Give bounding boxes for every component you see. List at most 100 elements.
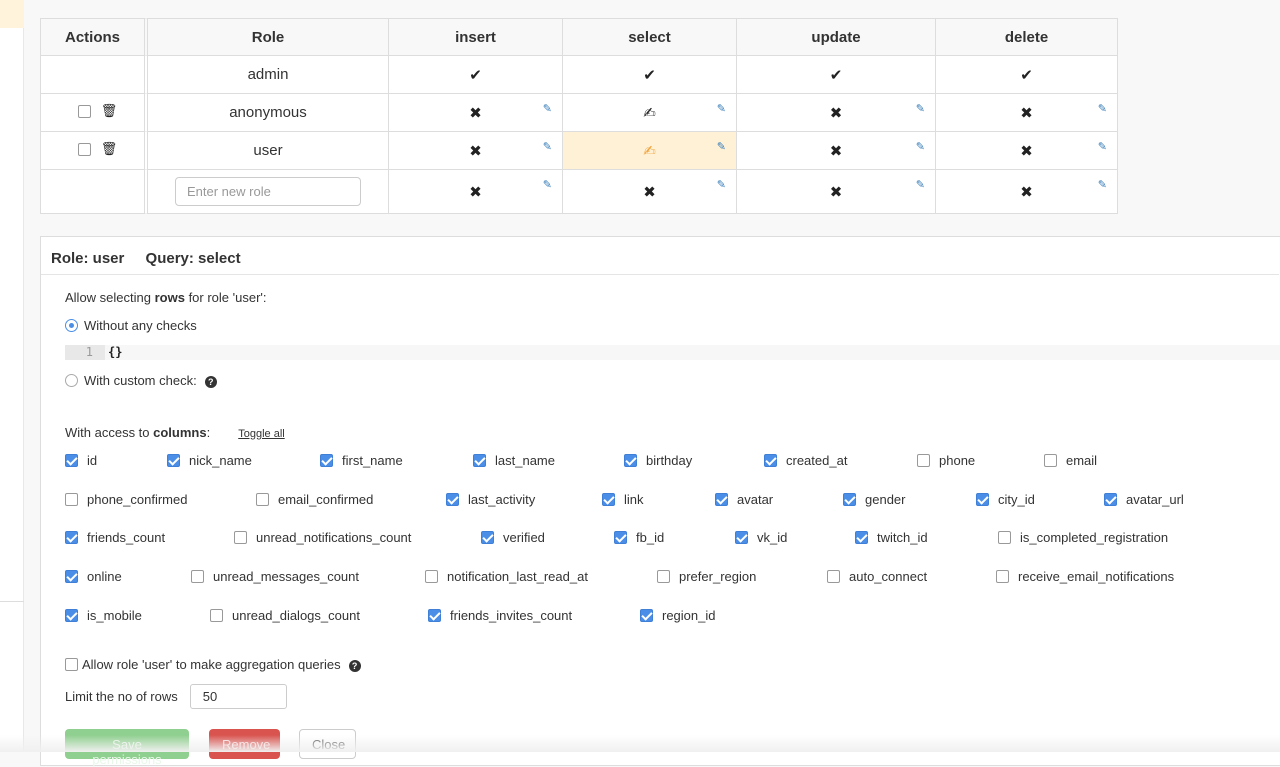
column-option[interactable]: receive_email_notifications	[996, 569, 1174, 584]
column-checkbox[interactable]	[256, 493, 269, 506]
column-checkbox[interactable]	[428, 609, 441, 622]
permission-cell-delete[interactable]: ✖ ✎	[936, 132, 1118, 170]
column-checkbox[interactable]	[735, 531, 748, 544]
row-select-checkbox[interactable]	[77, 104, 91, 118]
permission-cell-select[interactable]: ✖ ✎	[563, 170, 737, 214]
column-option[interactable]: friends_invites_count	[428, 608, 572, 623]
column-option[interactable]: friends_count	[65, 530, 165, 545]
pencil-icon[interactable]: ✎	[542, 103, 552, 115]
permission-cell-update[interactable]: ✖ ✎	[737, 94, 936, 132]
column-checkbox[interactable]	[481, 531, 494, 544]
column-option[interactable]: auto_connect	[827, 569, 927, 584]
permission-cell-select-active[interactable]: ✍ ✎	[563, 132, 737, 170]
radio-custom-check[interactable]	[65, 374, 78, 387]
column-option[interactable]: unread_dialogs_count	[210, 608, 360, 623]
aggregation-option[interactable]: Allow role 'user' to make aggregation qu…	[65, 657, 361, 672]
column-checkbox[interactable]	[715, 493, 728, 506]
pencil-icon[interactable]: ✎	[915, 179, 925, 191]
row-select-checkbox[interactable]	[77, 142, 91, 156]
permission-cell-delete[interactable]: ✖ ✎	[936, 94, 1118, 132]
pencil-icon[interactable]: ✎	[1097, 103, 1107, 115]
column-option[interactable]: phone_confirmed	[65, 492, 187, 507]
column-option[interactable]: fb_id	[614, 530, 664, 545]
column-checkbox[interactable]	[998, 531, 1011, 544]
column-checkbox[interactable]	[65, 493, 78, 506]
column-option[interactable]: verified	[481, 530, 545, 545]
pencil-icon[interactable]: ✎	[915, 141, 925, 153]
column-checkbox[interactable]	[446, 493, 459, 506]
column-checkbox[interactable]	[167, 454, 180, 467]
column-checkbox[interactable]	[425, 570, 438, 583]
column-checkbox[interactable]	[191, 570, 204, 583]
column-checkbox[interactable]	[602, 493, 615, 506]
column-option[interactable]: first_name	[320, 453, 403, 468]
column-option[interactable]: phone	[917, 453, 975, 468]
aggregation-checkbox[interactable]	[65, 658, 78, 671]
column-checkbox[interactable]	[1044, 454, 1057, 467]
column-checkbox[interactable]	[65, 570, 78, 583]
column-checkbox[interactable]	[764, 454, 777, 467]
column-option[interactable]: link	[602, 492, 644, 507]
pencil-icon[interactable]: ✎	[716, 103, 726, 115]
permission-cell-select[interactable]: ✍ ✎	[563, 94, 737, 132]
pencil-icon[interactable]: ✎	[542, 179, 552, 191]
column-option[interactable]: avatar	[715, 492, 773, 507]
column-checkbox[interactable]	[234, 531, 247, 544]
column-checkbox[interactable]	[843, 493, 856, 506]
radio-without-checks[interactable]	[65, 319, 78, 332]
column-option[interactable]: avatar_url	[1104, 492, 1184, 507]
column-option[interactable]: city_id	[976, 492, 1035, 507]
column-checkbox[interactable]	[827, 570, 840, 583]
toggle-all-link[interactable]: Toggle all	[238, 428, 285, 440]
column-option[interactable]: notification_last_read_at	[425, 569, 588, 584]
pencil-icon[interactable]: ✎	[915, 103, 925, 115]
pencil-icon[interactable]: ✎	[542, 141, 552, 153]
column-option[interactable]: nick_name	[167, 453, 252, 468]
column-option[interactable]: last_name	[473, 453, 555, 468]
column-option[interactable]: email	[1044, 453, 1097, 468]
column-option[interactable]: prefer_region	[657, 569, 756, 584]
column-option[interactable]: twitch_id	[855, 530, 928, 545]
column-checkbox[interactable]	[917, 454, 930, 467]
column-option[interactable]: email_confirmed	[256, 492, 373, 507]
column-checkbox[interactable]	[1104, 493, 1117, 506]
permission-cell-delete[interactable]: ✖ ✎	[936, 170, 1118, 214]
column-checkbox[interactable]	[65, 531, 78, 544]
trash-icon[interactable]: 🗑	[100, 103, 118, 119]
trash-icon[interactable]: 🗑	[100, 141, 118, 157]
column-option[interactable]: online	[65, 569, 122, 584]
option-custom-check[interactable]: With custom check:?	[65, 373, 217, 388]
column-option[interactable]: gender	[843, 492, 905, 507]
help-icon[interactable]: ?	[204, 376, 217, 388]
permission-cell-update[interactable]: ✖ ✎	[737, 170, 936, 214]
limit-input[interactable]	[189, 684, 287, 709]
permission-cell-insert[interactable]: ✖ ✎	[389, 132, 563, 170]
column-checkbox[interactable]	[65, 454, 78, 467]
column-checkbox[interactable]	[320, 454, 333, 467]
column-option[interactable]: id	[65, 453, 97, 468]
option-without-checks[interactable]: Without any checks	[65, 318, 197, 333]
column-option[interactable]: unread_messages_count	[191, 569, 359, 584]
pencil-icon[interactable]: ✎	[1097, 179, 1107, 191]
column-checkbox[interactable]	[657, 570, 670, 583]
pencil-icon[interactable]: ✎	[1097, 141, 1107, 153]
column-option[interactable]: created_at	[764, 453, 847, 468]
code-text[interactable]: {}	[108, 345, 123, 359]
permission-cell-update[interactable]: ✖ ✎	[737, 132, 936, 170]
column-checkbox[interactable]	[624, 454, 637, 467]
new-role-input[interactable]	[175, 177, 361, 206]
column-checkbox[interactable]	[614, 531, 627, 544]
help-icon[interactable]: ?	[348, 660, 361, 672]
column-option[interactable]: unread_notifications_count	[234, 530, 411, 545]
column-checkbox[interactable]	[855, 531, 868, 544]
column-checkbox[interactable]	[65, 609, 78, 622]
column-option[interactable]: region_id	[640, 608, 716, 623]
column-checkbox[interactable]	[976, 493, 989, 506]
permission-cell-insert[interactable]: ✖ ✎	[389, 94, 563, 132]
column-option[interactable]: last_activity	[446, 492, 535, 507]
column-option[interactable]: birthday	[624, 453, 692, 468]
sidebar-active-item[interactable]	[0, 0, 24, 28]
code-editor[interactable]: 1{}	[65, 345, 1280, 360]
column-checkbox[interactable]	[996, 570, 1009, 583]
permission-cell-insert[interactable]: ✖ ✎	[389, 170, 563, 214]
